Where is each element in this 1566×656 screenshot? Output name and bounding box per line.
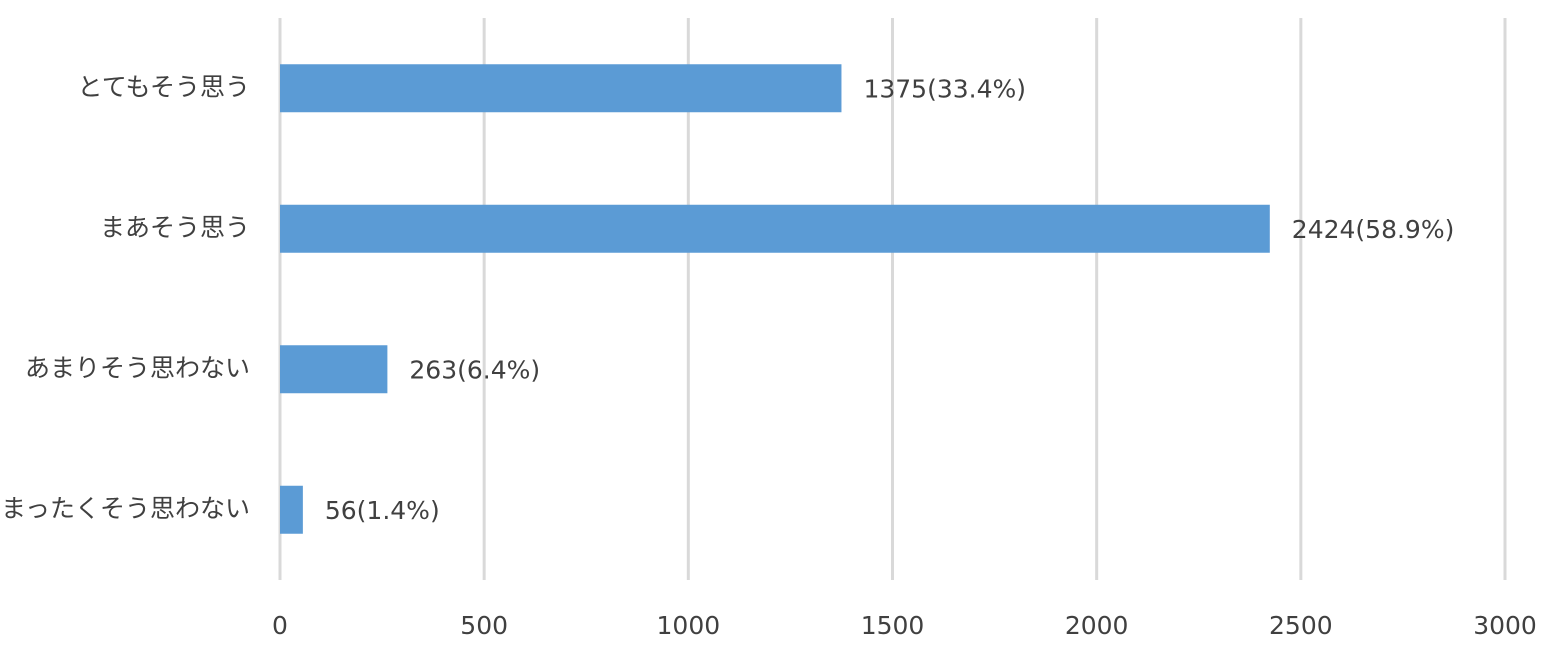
x-tick-label: 500: [460, 611, 508, 640]
x-tick-label: 2000: [1065, 611, 1129, 640]
value-label: 1375(33.4%): [863, 74, 1026, 103]
x-tick-label: 0: [272, 611, 288, 640]
y-tick-label: まあそう思う: [100, 213, 250, 242]
value-label: 2424(58.9%): [1292, 215, 1455, 244]
value-label: 56(1.4%): [325, 496, 440, 525]
y-tick-label: まったくそう思わない: [1, 494, 250, 523]
bar: [280, 485, 303, 534]
bar: [280, 204, 1270, 253]
x-tick-label: 1000: [657, 611, 721, 640]
x-tick-label: 3000: [1473, 611, 1537, 640]
value-label: 263(6.4%): [409, 355, 540, 384]
x-tick-label: 1500: [861, 611, 925, 640]
x-tick-label: 2500: [1269, 611, 1333, 640]
y-tick-label: とてもそう思う: [77, 72, 250, 101]
y-tick-label: あまりそう思わない: [25, 353, 250, 382]
bar: [280, 345, 388, 394]
bar: [280, 64, 842, 113]
